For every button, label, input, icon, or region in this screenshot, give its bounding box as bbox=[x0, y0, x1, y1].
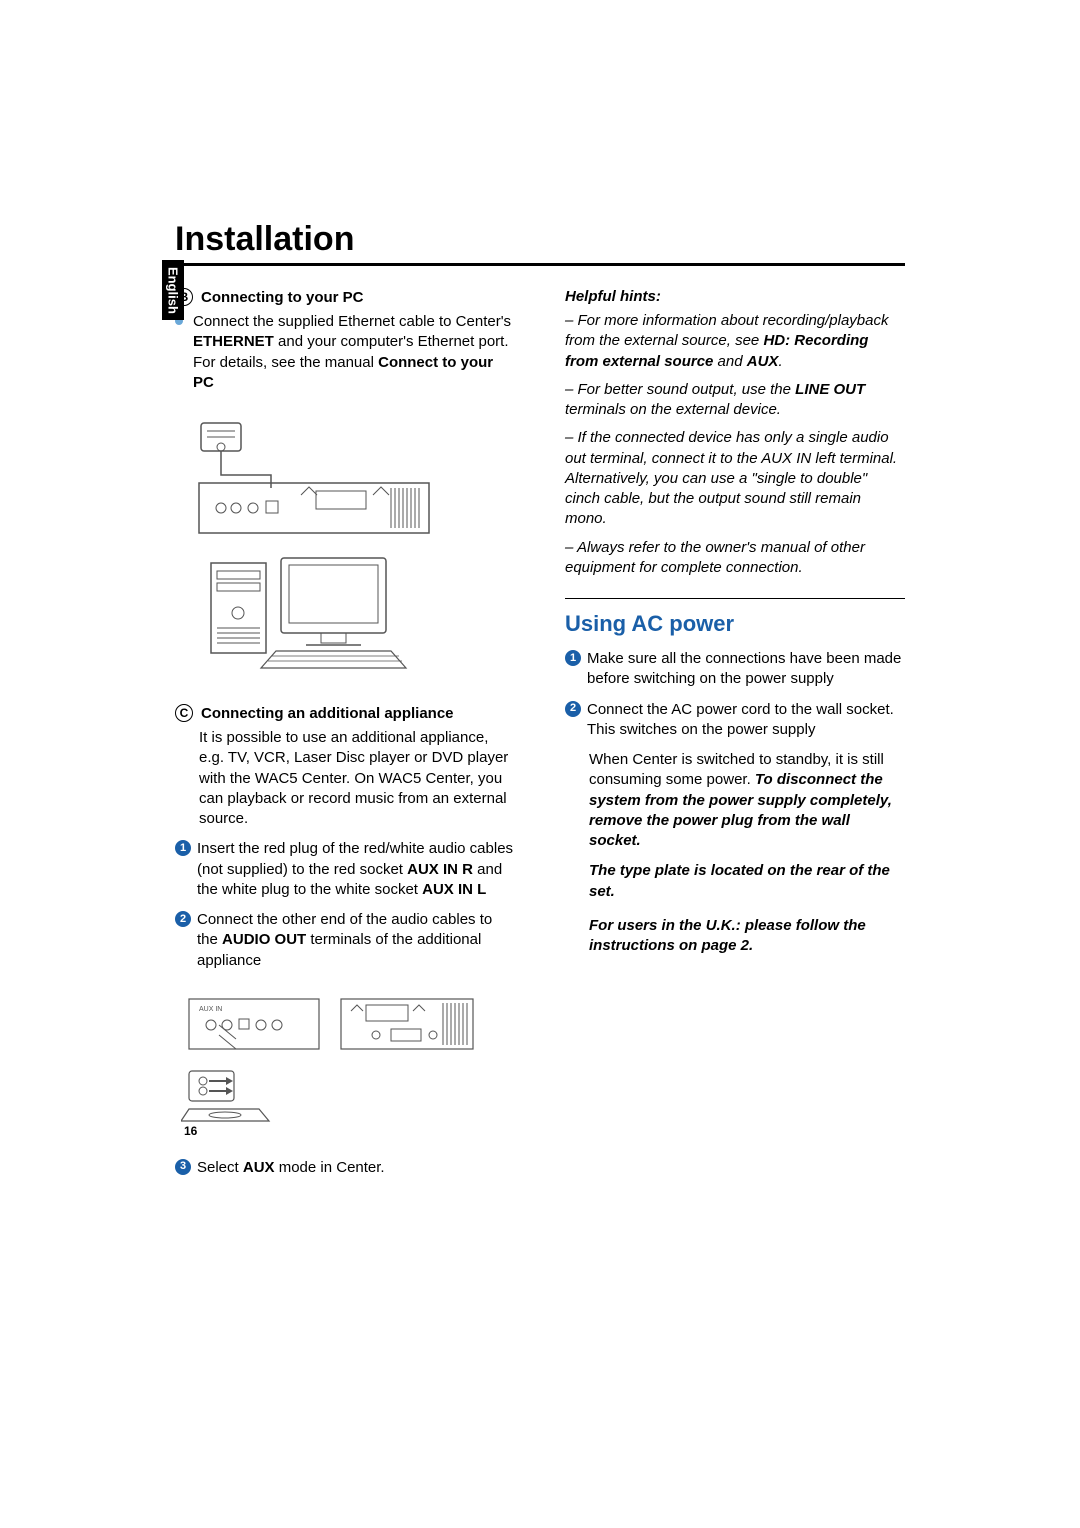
section-b-body: Connect the supplied Ethernet cable to C… bbox=[175, 312, 515, 393]
ac-step1-badge: 1 bbox=[565, 650, 581, 666]
ac-power-heading: Using AC power bbox=[565, 611, 905, 637]
manual-page: English Installation B Connecting to you… bbox=[0, 0, 1080, 1248]
content-columns: B Connecting to your PC Connect the supp… bbox=[175, 288, 905, 1188]
figure-pc-ethernet bbox=[181, 413, 441, 673]
left-column: B Connecting to your PC Connect the supp… bbox=[175, 288, 515, 1188]
letter-c-icon: C bbox=[175, 704, 193, 722]
ac-step2-badge: 2 bbox=[565, 701, 581, 717]
section-b-title: Connecting to your PC bbox=[201, 289, 364, 306]
standby-note: When Center is switched to standby, it i… bbox=[565, 750, 905, 851]
section-b-heading: B Connecting to your PC bbox=[175, 288, 515, 306]
hints-heading: Helpful hints: bbox=[565, 288, 905, 305]
step3-badge: 3 bbox=[175, 1159, 191, 1175]
right-column: Helpful hints: – For more information ab… bbox=[565, 288, 905, 1188]
step2-badge: 2 bbox=[175, 911, 191, 927]
divider bbox=[565, 598, 905, 599]
section-b-text: Connect the supplied Ethernet cable to C… bbox=[193, 312, 515, 393]
hint-2: – For better sound output, use the LINE … bbox=[565, 380, 905, 421]
page-number: 16 bbox=[184, 1124, 197, 1138]
section-c-intro: It is possible to use an additional appl… bbox=[175, 728, 515, 829]
svg-text:AUX IN: AUX IN bbox=[199, 1006, 222, 1013]
hint-4: – Always refer to the owner's manual of … bbox=[565, 538, 905, 579]
typeplate-note: The type plate is located on the rear of… bbox=[565, 861, 905, 902]
section-c-step3: 3 Select AUX mode in Center. bbox=[175, 1158, 515, 1178]
hint-3: – If the connected device has only a sin… bbox=[565, 428, 905, 529]
page-title: Installation bbox=[175, 220, 905, 266]
figure-aux-appliance: AUX IN bbox=[181, 991, 481, 1131]
section-c-step1: 1 Insert the red plug of the red/white a… bbox=[175, 839, 515, 900]
section-c-heading: C Connecting an additional appliance bbox=[175, 704, 515, 722]
section-c-title: Connecting an additional appliance bbox=[201, 705, 454, 722]
section-c-step2: 2 Connect the other end of the audio cab… bbox=[175, 910, 515, 971]
hint-1: – For more information about recording/p… bbox=[565, 311, 905, 372]
step1-badge: 1 bbox=[175, 840, 191, 856]
language-tab: English bbox=[162, 260, 184, 320]
ac-step2: 2 Connect the AC power cord to the wall … bbox=[565, 700, 905, 741]
ac-step1: 1 Make sure all the connections have bee… bbox=[565, 649, 905, 690]
uk-note: For users in the U.K.: please follow the… bbox=[565, 916, 905, 957]
